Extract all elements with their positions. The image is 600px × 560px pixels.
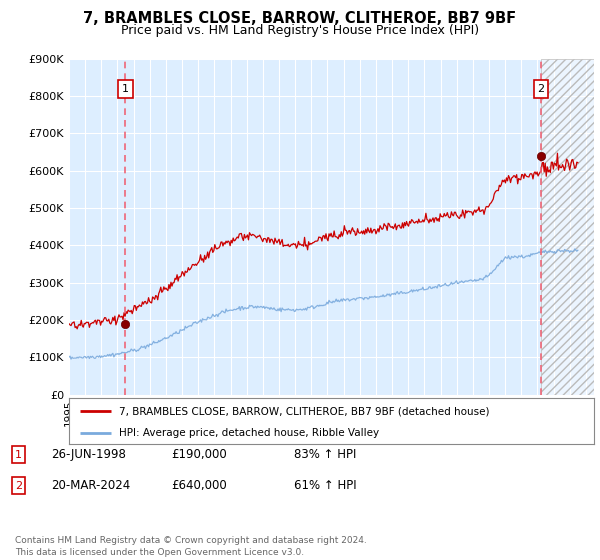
Text: £190,000: £190,000	[171, 448, 227, 461]
Text: 2: 2	[15, 480, 22, 491]
Text: HPI: Average price, detached house, Ribble Valley: HPI: Average price, detached house, Ribb…	[119, 428, 379, 437]
Text: 26-JUN-1998: 26-JUN-1998	[51, 448, 126, 461]
Text: 2: 2	[538, 83, 545, 94]
Text: 7, BRAMBLES CLOSE, BARROW, CLITHEROE, BB7 9BF: 7, BRAMBLES CLOSE, BARROW, CLITHEROE, BB…	[83, 11, 517, 26]
Text: 83% ↑ HPI: 83% ↑ HPI	[294, 448, 356, 461]
Bar	[541, 59, 594, 395]
Text: £640,000: £640,000	[171, 479, 227, 492]
Text: 1: 1	[15, 450, 22, 460]
Bar	[541, 59, 594, 395]
Text: 7, BRAMBLES CLOSE, BARROW, CLITHEROE, BB7 9BF (detached house): 7, BRAMBLES CLOSE, BARROW, CLITHEROE, BB…	[119, 406, 490, 416]
Text: Contains HM Land Registry data © Crown copyright and database right 2024.
This d: Contains HM Land Registry data © Crown c…	[15, 536, 367, 557]
Text: 61% ↑ HPI: 61% ↑ HPI	[294, 479, 356, 492]
Text: Price paid vs. HM Land Registry's House Price Index (HPI): Price paid vs. HM Land Registry's House …	[121, 24, 479, 36]
Text: 20-MAR-2024: 20-MAR-2024	[51, 479, 130, 492]
Text: 1: 1	[122, 83, 129, 94]
